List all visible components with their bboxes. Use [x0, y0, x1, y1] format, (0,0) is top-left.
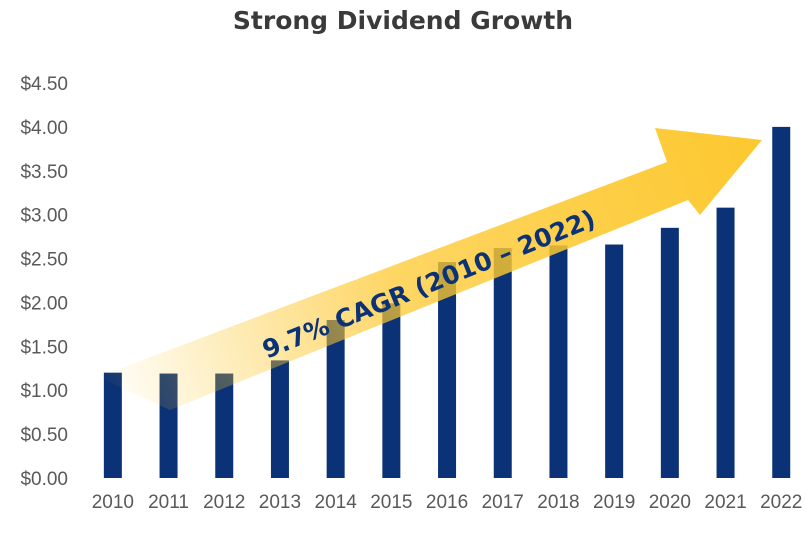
x-tick-label: 2016: [426, 492, 468, 513]
y-tick-label: $2.00: [20, 293, 68, 314]
bar-2020: [660, 227, 679, 478]
x-tick-label: 2018: [537, 492, 579, 513]
chart-title: Strong Dividend Growth: [232, 6, 574, 35]
bar-2016: [438, 262, 457, 478]
x-tick-label: 2013: [259, 492, 301, 513]
cagr-annotation: 9.7% CAGR (2010 – 2022): [258, 204, 599, 364]
y-tick-label: $3.50: [20, 162, 68, 183]
bar-2010: [103, 372, 122, 478]
growth-arrow: [98, 128, 762, 410]
bar-2019: [605, 244, 624, 478]
y-tick-label: $1.00: [20, 381, 68, 402]
y-tick-label: $0.50: [20, 425, 68, 446]
x-tick-label: 2017: [482, 492, 524, 513]
y-tick-label: $1.50: [20, 337, 68, 358]
bar-2015: [382, 303, 401, 478]
y-tick-label: $0.00: [20, 469, 68, 490]
x-tick-label: 2022: [760, 492, 802, 513]
bar-2018: [549, 245, 568, 478]
x-tick-label: 2019: [593, 492, 635, 513]
x-tick-label: 2015: [370, 492, 412, 513]
bar-2013: [270, 360, 289, 478]
x-tick-label: 2014: [315, 492, 358, 513]
x-tick-label: 2011: [148, 492, 189, 513]
bar-2012: [215, 373, 234, 478]
bar-2014: [326, 320, 345, 478]
y-tick-label: $3.00: [20, 206, 68, 227]
x-tick-label: 2010: [92, 492, 134, 513]
y-tick-label: $4.50: [20, 74, 68, 95]
x-tick-label: 2021: [704, 492, 746, 513]
x-tick-label: 2012: [203, 492, 245, 513]
bar-2021: [716, 207, 735, 478]
bar-2017: [493, 248, 512, 478]
bar-2022: [772, 126, 791, 478]
y-tick-label: $4.00: [20, 118, 68, 139]
y-tick-label: $2.50: [20, 250, 68, 271]
x-tick-label: 2020: [649, 492, 691, 513]
